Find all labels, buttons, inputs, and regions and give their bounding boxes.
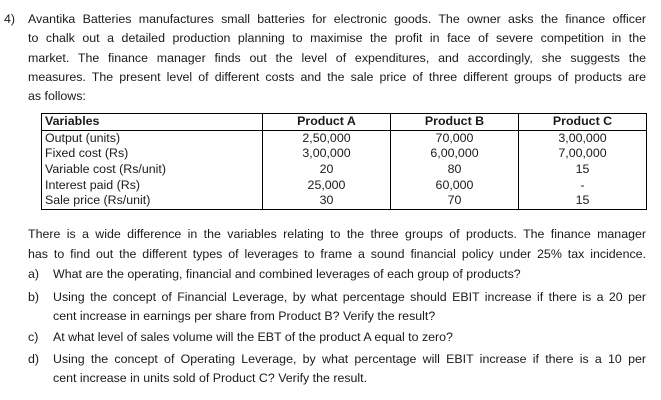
table-cell: 15 [518, 161, 647, 178]
subpart-a: a) What are the operating, financial and… [28, 265, 646, 285]
table-cell: 15 [518, 192, 647, 210]
intro-line: market. The finance manager finds out th… [28, 50, 646, 65]
table-cell: 70,000 [390, 130, 519, 147]
table-row: Interest paid (Rs) 25,000 60,000 - [41, 177, 647, 193]
table-cell: Variable cost (Rs/unit) [41, 161, 263, 178]
table-cell: 6,00,000 [390, 146, 519, 162]
subpart-d: d) Using the concept of Operating Levera… [28, 350, 646, 390]
subpart-letter: b) [28, 290, 40, 304]
cost-table: Variables Product A Product B Product C … [41, 113, 647, 210]
table-cell: 25,000 [262, 177, 391, 193]
subpart-c: c) At what level of sales volume will th… [28, 328, 646, 348]
table-cell: Fixed cost (Rs) [41, 146, 263, 162]
column-header: Product A [262, 113, 391, 131]
subpart-letter: c) [28, 330, 39, 344]
table-row: Fixed cost (Rs) 3,00,000 6,00,000 7,00,0… [41, 146, 647, 162]
subpart-line: Using the concept of Operating Leverage,… [53, 352, 646, 366]
subpart-letter: a) [28, 267, 40, 281]
question-number: 4) [4, 12, 16, 26]
intro-line: measures. The present level of different… [28, 69, 646, 84]
table-cell: Sale price (Rs/unit) [41, 192, 263, 210]
subpart-line: Using the concept of Financial Leverage,… [53, 290, 646, 304]
context-line: has to find out the different types of l… [28, 246, 646, 261]
table-cell: 30 [262, 192, 391, 210]
table-cell: 7,00,000 [518, 146, 647, 162]
intro-line: as follows: [28, 89, 86, 104]
column-header: Product C [518, 113, 647, 131]
table-row: Output (units) 2,50,000 70,000 3,00,000 [41, 130, 647, 147]
table-header-row: Variables Product A Product B Product C [41, 113, 647, 131]
column-header: Variables [41, 113, 263, 131]
table-cell: - [518, 177, 647, 193]
table-cell: 3,00,000 [262, 146, 391, 162]
table-cell: Interest paid (Rs) [41, 177, 263, 193]
intro-line: to chalk out a detailed production plann… [28, 31, 646, 46]
subpart-b: b) Using the concept of Financial Levera… [28, 288, 646, 328]
subpart-line: What are the operating, financial and co… [53, 267, 521, 281]
subpart-line: cent increase in earnings per share from… [53, 309, 436, 324]
table-cell: 60,000 [390, 177, 519, 193]
table-cell: 80 [390, 161, 519, 178]
subpart-letter: d) [28, 352, 40, 366]
column-header: Product B [390, 113, 519, 131]
question-context: There is a wide difference in the variab… [28, 225, 646, 264]
intro-line: Avantika Batteries manufactures small ba… [28, 12, 646, 26]
subpart-line: At what level of sales volume will the E… [53, 330, 453, 344]
table-cell: 70 [390, 192, 519, 210]
context-line: There is a wide difference in the variab… [28, 227, 646, 241]
table-cell: 20 [262, 161, 391, 178]
table-cell: 3,00,000 [518, 130, 647, 147]
table-cell: Output (units) [41, 130, 263, 147]
table-row: Variable cost (Rs/unit) 20 80 15 [41, 161, 647, 178]
table-row: Sale price (Rs/unit) 30 70 15 [41, 192, 647, 210]
question-intro: Avantika Batteries manufactures small ba… [28, 10, 646, 106]
subpart-line: cent increase in units sold of Product C… [53, 371, 368, 386]
table-cell: 2,50,000 [262, 130, 391, 147]
